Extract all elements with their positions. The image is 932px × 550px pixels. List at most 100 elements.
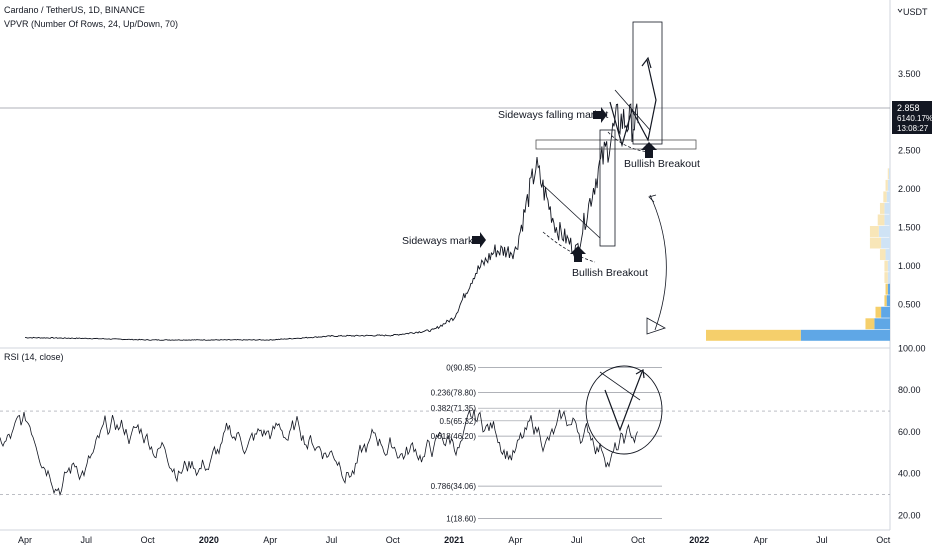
volume-bar-down — [883, 191, 887, 203]
volume-bar-up — [887, 283, 890, 295]
volume-bar-up — [881, 237, 890, 249]
right-arrow-icon — [472, 232, 486, 248]
volume-profile — [706, 168, 890, 341]
time-tick-label: Oct — [876, 535, 891, 545]
price-tick-label: 1.500 — [898, 223, 921, 233]
last-price-change: 6140.17% — [897, 114, 932, 123]
time-tick-label: Oct — [631, 535, 646, 545]
time-tick-label: Oct — [141, 535, 156, 545]
volume-bar-up — [800, 329, 890, 341]
price-tick-label: 0.500 — [898, 300, 921, 310]
falling-trendline-1 — [542, 184, 601, 239]
price-panel-bg — [0, 0, 890, 348]
time-tick-label: Apr — [18, 535, 32, 545]
time-tick-label: Jul — [571, 535, 583, 545]
volume-bar-down — [885, 179, 888, 191]
price-tick-label: 2.500 — [898, 146, 921, 156]
fib-level-label: 0.786(34.06) — [431, 482, 477, 491]
volume-bar-down — [885, 283, 888, 295]
drawings-rsi — [585, 365, 663, 455]
last-price-value: 2.858 — [897, 103, 920, 113]
up-arrow-icon — [641, 142, 657, 158]
rsi-label: RSI (14, close) — [4, 352, 64, 362]
price-tick-label: 1.000 — [898, 261, 921, 271]
right-arrow-icon — [593, 107, 607, 123]
fib-level-label: 1(18.60) — [446, 514, 476, 523]
time-tick-label: Jul — [326, 535, 338, 545]
volume-bar-down — [869, 237, 882, 249]
rsi-tick-label: 60.00 — [898, 427, 921, 437]
rsi-series-line — [0, 409, 638, 496]
volume-bar-up — [887, 260, 890, 272]
chart-title: Cardano / TetherUS, 1D, BINANCE — [4, 5, 145, 15]
price-series-line — [25, 103, 639, 341]
projection-path — [609, 59, 657, 148]
volume-bar-down — [884, 295, 887, 307]
fib-level-label: 0.618(46.20) — [431, 432, 477, 441]
last-price-tag: 2.858 6140.17% 13:08:27 — [892, 101, 932, 134]
time-tick-label: Jul — [816, 535, 828, 545]
time-tick-label: 2020 — [199, 535, 219, 545]
price-tick-label: 2.000 — [898, 184, 921, 194]
volume-bar-up — [885, 249, 890, 261]
time-tick-label: 2021 — [444, 535, 464, 545]
drawings-price — [535, 21, 697, 335]
time-tick-label: Apr — [263, 535, 277, 545]
price-axis-bg — [890, 0, 932, 550]
fib-level-label: 0.382(71.35) — [431, 404, 477, 413]
volume-bar-up — [878, 226, 890, 237]
price-tick-label: 3.500 — [898, 69, 921, 79]
annotation-sideways-falling-text: Sideways falling market — [498, 109, 608, 121]
volume-bar-up — [881, 306, 890, 318]
fibonacci-retracement: 0(90.85) 0.236(78.80) 0.382(71.35) 0.5(65.3… — [431, 363, 662, 523]
fib-level-label: 0(90.85) — [446, 363, 476, 372]
volume-bar-down — [877, 214, 885, 226]
volume-bar-down — [875, 306, 882, 318]
rsi-projection-arrowhead — [635, 369, 645, 379]
volume-bar-up — [887, 272, 890, 284]
arc-arrow — [649, 194, 667, 331]
annotation-sideways-falling: Sideways falling market — [498, 107, 608, 123]
time-tick-label: Apr — [508, 535, 522, 545]
rsi-tick-label: 20.00 — [898, 510, 921, 520]
fib-level-label: 0.5(65.32) — [440, 417, 477, 426]
annotation-bullish-breakout-2-text: Bullish Breakout — [624, 158, 700, 170]
annotation-sideways-market: Sideways market — [402, 232, 486, 248]
projection-arrowhead — [641, 56, 652, 69]
countdown: 13:08:27 — [897, 124, 929, 133]
volume-bar-down — [706, 329, 801, 341]
volume-bar-up — [886, 295, 890, 307]
volume-bar-up — [874, 318, 890, 330]
rsi-projection-path — [604, 371, 643, 432]
rsi-tick-label: 40.00 — [898, 469, 921, 479]
time-axis-ticks: Apr Jul Oct 2020 Apr Jul Oct 2021 Apr Jul Oct 2022 A… — [18, 535, 891, 545]
annotation-bullish-breakout-1: Bullish Breakout — [570, 246, 648, 279]
volume-bar-down — [865, 318, 875, 330]
volume-bar-down — [869, 226, 879, 237]
currency-menu-icon[interactable] — [897, 8, 903, 13]
projection-box-1 — [599, 129, 616, 247]
volume-bar-up — [887, 179, 890, 191]
annotation-bullish-breakout-1-text: Bullish Breakout — [572, 267, 648, 279]
rsi-tick-label: 80.00 — [898, 385, 921, 395]
rsi-circle — [585, 365, 663, 455]
currency-label: USDT — [903, 7, 928, 17]
arc-arrowhead — [646, 317, 666, 335]
volume-bar-up — [884, 214, 890, 226]
up-arrow-icon — [570, 246, 586, 262]
time-tick-label: Apr — [754, 535, 768, 545]
volume-bar-up — [884, 202, 890, 214]
volume-bar-down — [887, 168, 889, 180]
rsi-trendline — [599, 371, 641, 401]
annotation-bullish-breakout-2: Bullish Breakout — [624, 142, 700, 170]
indicator-label: VPVR (Number Of Rows, 24, Up/Down, 70) — [4, 19, 178, 29]
rsi-tick-label: 100.00 — [898, 343, 926, 353]
time-tick-label: Jul — [81, 535, 93, 545]
volume-bar-down — [884, 260, 888, 272]
time-tick-label: Oct — [386, 535, 401, 545]
resistance-zone — [535, 139, 697, 150]
volume-bar-down — [884, 272, 888, 284]
volume-bar-down — [879, 249, 886, 261]
last-price-tag-bg — [892, 101, 932, 134]
